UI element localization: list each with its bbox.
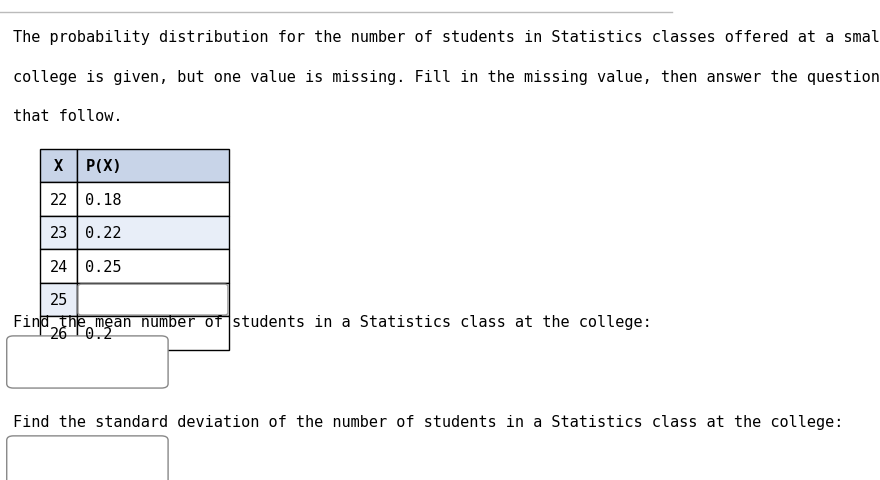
Bar — [40, 216, 77, 250]
Text: 0.22: 0.22 — [85, 226, 122, 240]
Text: 0.2: 0.2 — [85, 326, 113, 341]
Bar — [77, 283, 229, 317]
Bar — [77, 250, 229, 283]
Text: The probability distribution for the number of students in Statistics classes of: The probability distribution for the num… — [13, 30, 880, 45]
Text: P(X): P(X) — [85, 159, 122, 174]
Bar — [40, 283, 77, 317]
Bar — [40, 250, 77, 283]
Text: 0.18: 0.18 — [85, 192, 122, 207]
Text: 0.25: 0.25 — [85, 259, 122, 274]
FancyBboxPatch shape — [7, 436, 168, 480]
FancyBboxPatch shape — [7, 336, 168, 388]
Bar — [40, 183, 77, 216]
Text: 23: 23 — [49, 226, 68, 240]
Text: college is given, but one value is missing. Fill in the missing value, then answ: college is given, but one value is missi… — [13, 70, 880, 84]
Bar — [77, 150, 229, 183]
Text: 24: 24 — [49, 259, 68, 274]
Bar — [40, 317, 77, 350]
Text: Find the mean number of students in a Statistics class at the college:: Find the mean number of students in a St… — [13, 314, 652, 329]
FancyBboxPatch shape — [78, 285, 228, 315]
Bar — [77, 216, 229, 250]
Bar — [77, 317, 229, 350]
Text: 25: 25 — [49, 292, 68, 308]
Text: Find the standard deviation of the number of students in a Statistics class at t: Find the standard deviation of the numbe… — [13, 414, 844, 429]
Bar — [77, 183, 229, 216]
Text: X: X — [55, 159, 63, 174]
Text: that follow.: that follow. — [13, 108, 123, 123]
Text: 26: 26 — [49, 326, 68, 341]
Text: 22: 22 — [49, 192, 68, 207]
Bar — [40, 150, 77, 183]
